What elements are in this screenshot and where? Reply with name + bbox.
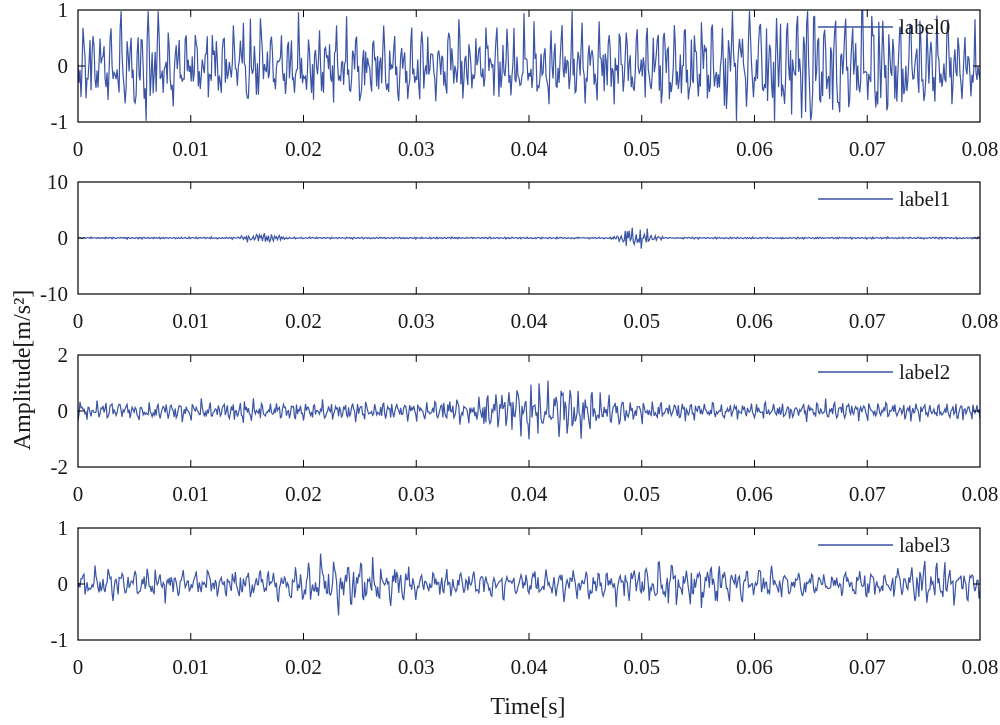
y-tick-label: -1 (51, 628, 69, 652)
x-tick-label: 0 (73, 137, 84, 161)
x-tick-label: 0.08 (962, 482, 999, 506)
series-line-label3 (77, 553, 981, 616)
legend-label-label2: label2 (899, 360, 950, 384)
x-tick-label: 0.07 (849, 655, 886, 679)
x-tick-label: 0.04 (511, 309, 548, 333)
x-axis-label: Time[s] (490, 694, 565, 720)
panel-2: label2 0 0.01 0.02 0.03 0.04 0.05 0.06 0.07 0.08 -… (51, 343, 999, 506)
x-tick-label: 0 (73, 655, 84, 679)
x-tick-label: 0.06 (736, 309, 773, 333)
legend-label-label1: label1 (899, 187, 950, 211)
x-tick-label: 0.02 (285, 137, 322, 161)
y-tick-label: 2 (58, 343, 69, 367)
x-tick-label: 0.07 (849, 309, 886, 333)
y-axis-label: Amplitude[m/s²] (10, 290, 36, 451)
series-line-label0 (77, 10, 981, 121)
y-tick-label: -2 (51, 455, 69, 479)
x-tick-label: 0.01 (172, 482, 209, 506)
x-tick-label: 0.03 (398, 482, 435, 506)
x-tick-label: 0.01 (172, 655, 209, 679)
panel-0: label0 0 0.01 0.02 0.03 0.04 0.05 0.06 0.07 0.08 -… (51, 0, 999, 161)
panel-1: label1 0 0.01 0.02 0.03 0.04 0.05 0.06 0.07 0.08 -… (40, 170, 998, 333)
x-tick-label: 0.06 (736, 482, 773, 506)
y-tick-label: 0 (58, 226, 69, 250)
y-tick-label: 0 (58, 399, 69, 423)
legend-label-label3: label3 (899, 533, 950, 557)
x-tick-label: 0.08 (962, 655, 999, 679)
x-tick-label: 0.05 (623, 137, 660, 161)
x-tick-label: 0.03 (398, 655, 435, 679)
x-tick-label: 0.02 (285, 309, 322, 333)
x-tick-label: 0.08 (962, 137, 999, 161)
y-tick-label: -1 (51, 110, 69, 134)
y-tick-label: 1 (58, 0, 69, 22)
y-tick-label: 10 (47, 170, 68, 194)
x-tick-label: 0 (73, 482, 84, 506)
y-tick-label: 0 (58, 572, 69, 596)
x-tick-label: 0.01 (172, 309, 209, 333)
series-line-label2 (77, 380, 981, 440)
y-tick-label: 0 (58, 54, 69, 78)
panel-3: label3 0 0.01 0.02 0.03 0.04 0.05 0.06 0.07 0.08 -… (51, 516, 999, 679)
x-tick-label: 0 (73, 309, 84, 333)
x-tick-label: 0.08 (962, 309, 999, 333)
x-tick-label: 0.02 (285, 482, 322, 506)
x-tick-label: 0.03 (398, 309, 435, 333)
x-tick-label: 0.05 (623, 309, 660, 333)
x-tick-label: 0.05 (623, 482, 660, 506)
x-tick-label: 0.04 (511, 137, 548, 161)
x-tick-label: 0.07 (849, 137, 886, 161)
y-tick-label: -10 (40, 282, 68, 306)
x-tick-label: 0.07 (849, 482, 886, 506)
x-tick-label: 0.02 (285, 655, 322, 679)
x-tick-label: 0.04 (511, 482, 548, 506)
series-line-label1 (77, 227, 981, 249)
x-tick-label: 0.05 (623, 655, 660, 679)
x-tick-label: 0.01 (172, 137, 209, 161)
legend-label-label0: label0 (899, 15, 950, 39)
y-tick-label: 1 (58, 516, 69, 540)
x-tick-label: 0.04 (511, 655, 548, 679)
x-tick-label: 0.03 (398, 137, 435, 161)
x-tick-label: 0.06 (736, 655, 773, 679)
x-tick-label: 0.06 (736, 137, 773, 161)
